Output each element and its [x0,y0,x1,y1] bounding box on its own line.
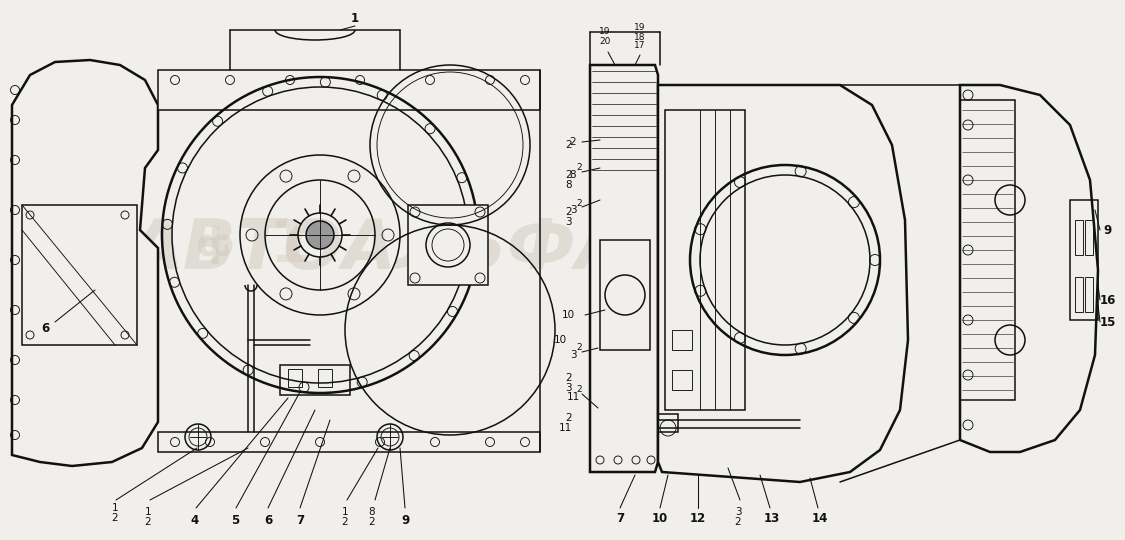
Text: 2: 2 [369,517,376,527]
Bar [658,414,678,432]
Bar [1084,277,1094,312]
Bar [1070,200,1098,320]
Bar [665,110,745,410]
Text: 2: 2 [576,199,582,207]
Text: 12: 12 [690,511,706,524]
Polygon shape [12,60,158,466]
Text: 10: 10 [561,310,575,320]
Bar [672,330,692,350]
Text: 19: 19 [634,24,646,32]
Text: 2: 2 [576,164,582,172]
Text: 16: 16 [1100,294,1116,307]
Text: 1: 1 [342,507,349,517]
Bar [280,365,350,395]
Text: 10: 10 [554,335,567,345]
Text: 8: 8 [569,170,576,180]
Text: 2: 2 [145,517,151,527]
Text: 2: 2 [576,343,582,353]
Polygon shape [960,85,1098,452]
Text: 3: 3 [569,205,576,215]
Text: 2: 2 [111,513,118,523]
Bar [408,205,488,285]
Bar [1084,220,1094,255]
Bar [672,370,692,390]
Text: ф: ф [196,226,234,264]
Polygon shape [158,432,540,452]
Text: 14: 14 [812,511,828,524]
Text: 2: 2 [566,140,572,150]
Text: 3: 3 [735,507,741,517]
Text: 11: 11 [566,392,579,402]
Text: 15: 15 [1100,315,1116,328]
Text: 2: 2 [566,207,572,217]
Bar [600,240,650,350]
Text: 10: 10 [651,511,668,524]
Text: 3: 3 [569,350,576,360]
Bar [960,100,1015,400]
Text: 8: 8 [566,180,572,190]
Text: 2: 2 [342,517,349,527]
Polygon shape [158,70,540,110]
Bar [22,205,137,345]
Text: 9: 9 [1104,224,1113,237]
Text: 18: 18 [634,32,646,42]
Text: 2: 2 [576,386,582,395]
Text: 17: 17 [634,42,646,51]
Text: 2: 2 [569,137,576,147]
Bar [1076,277,1083,312]
Text: АВТОАЛЬФА: АВТОАЛЬФА [129,217,630,284]
Text: 1: 1 [111,503,118,513]
Text: 20: 20 [600,37,611,46]
Text: 3: 3 [566,217,572,227]
Polygon shape [658,85,908,482]
Text: 8: 8 [369,507,376,517]
Text: 6: 6 [264,514,272,526]
Text: 7: 7 [616,511,624,524]
Text: 1: 1 [351,11,359,24]
Text: 1: 1 [270,217,311,273]
Text: 11: 11 [559,423,572,433]
Circle shape [306,221,334,249]
Text: 19: 19 [600,28,611,37]
Text: 3: 3 [566,383,572,393]
Text: 4: 4 [191,514,199,526]
Text: 2: 2 [566,373,572,383]
Polygon shape [590,65,658,472]
Text: 9: 9 [400,514,410,526]
Text: 13: 13 [764,511,780,524]
Bar [318,369,332,387]
Text: 2: 2 [735,517,741,527]
Bar [1076,220,1083,255]
Text: 7: 7 [296,514,304,526]
Text: 1: 1 [145,507,151,517]
Text: 5: 5 [231,514,240,526]
Text: 2: 2 [566,170,572,180]
Bar [288,369,302,387]
Text: 2: 2 [566,413,572,423]
Text: 6: 6 [40,321,50,334]
